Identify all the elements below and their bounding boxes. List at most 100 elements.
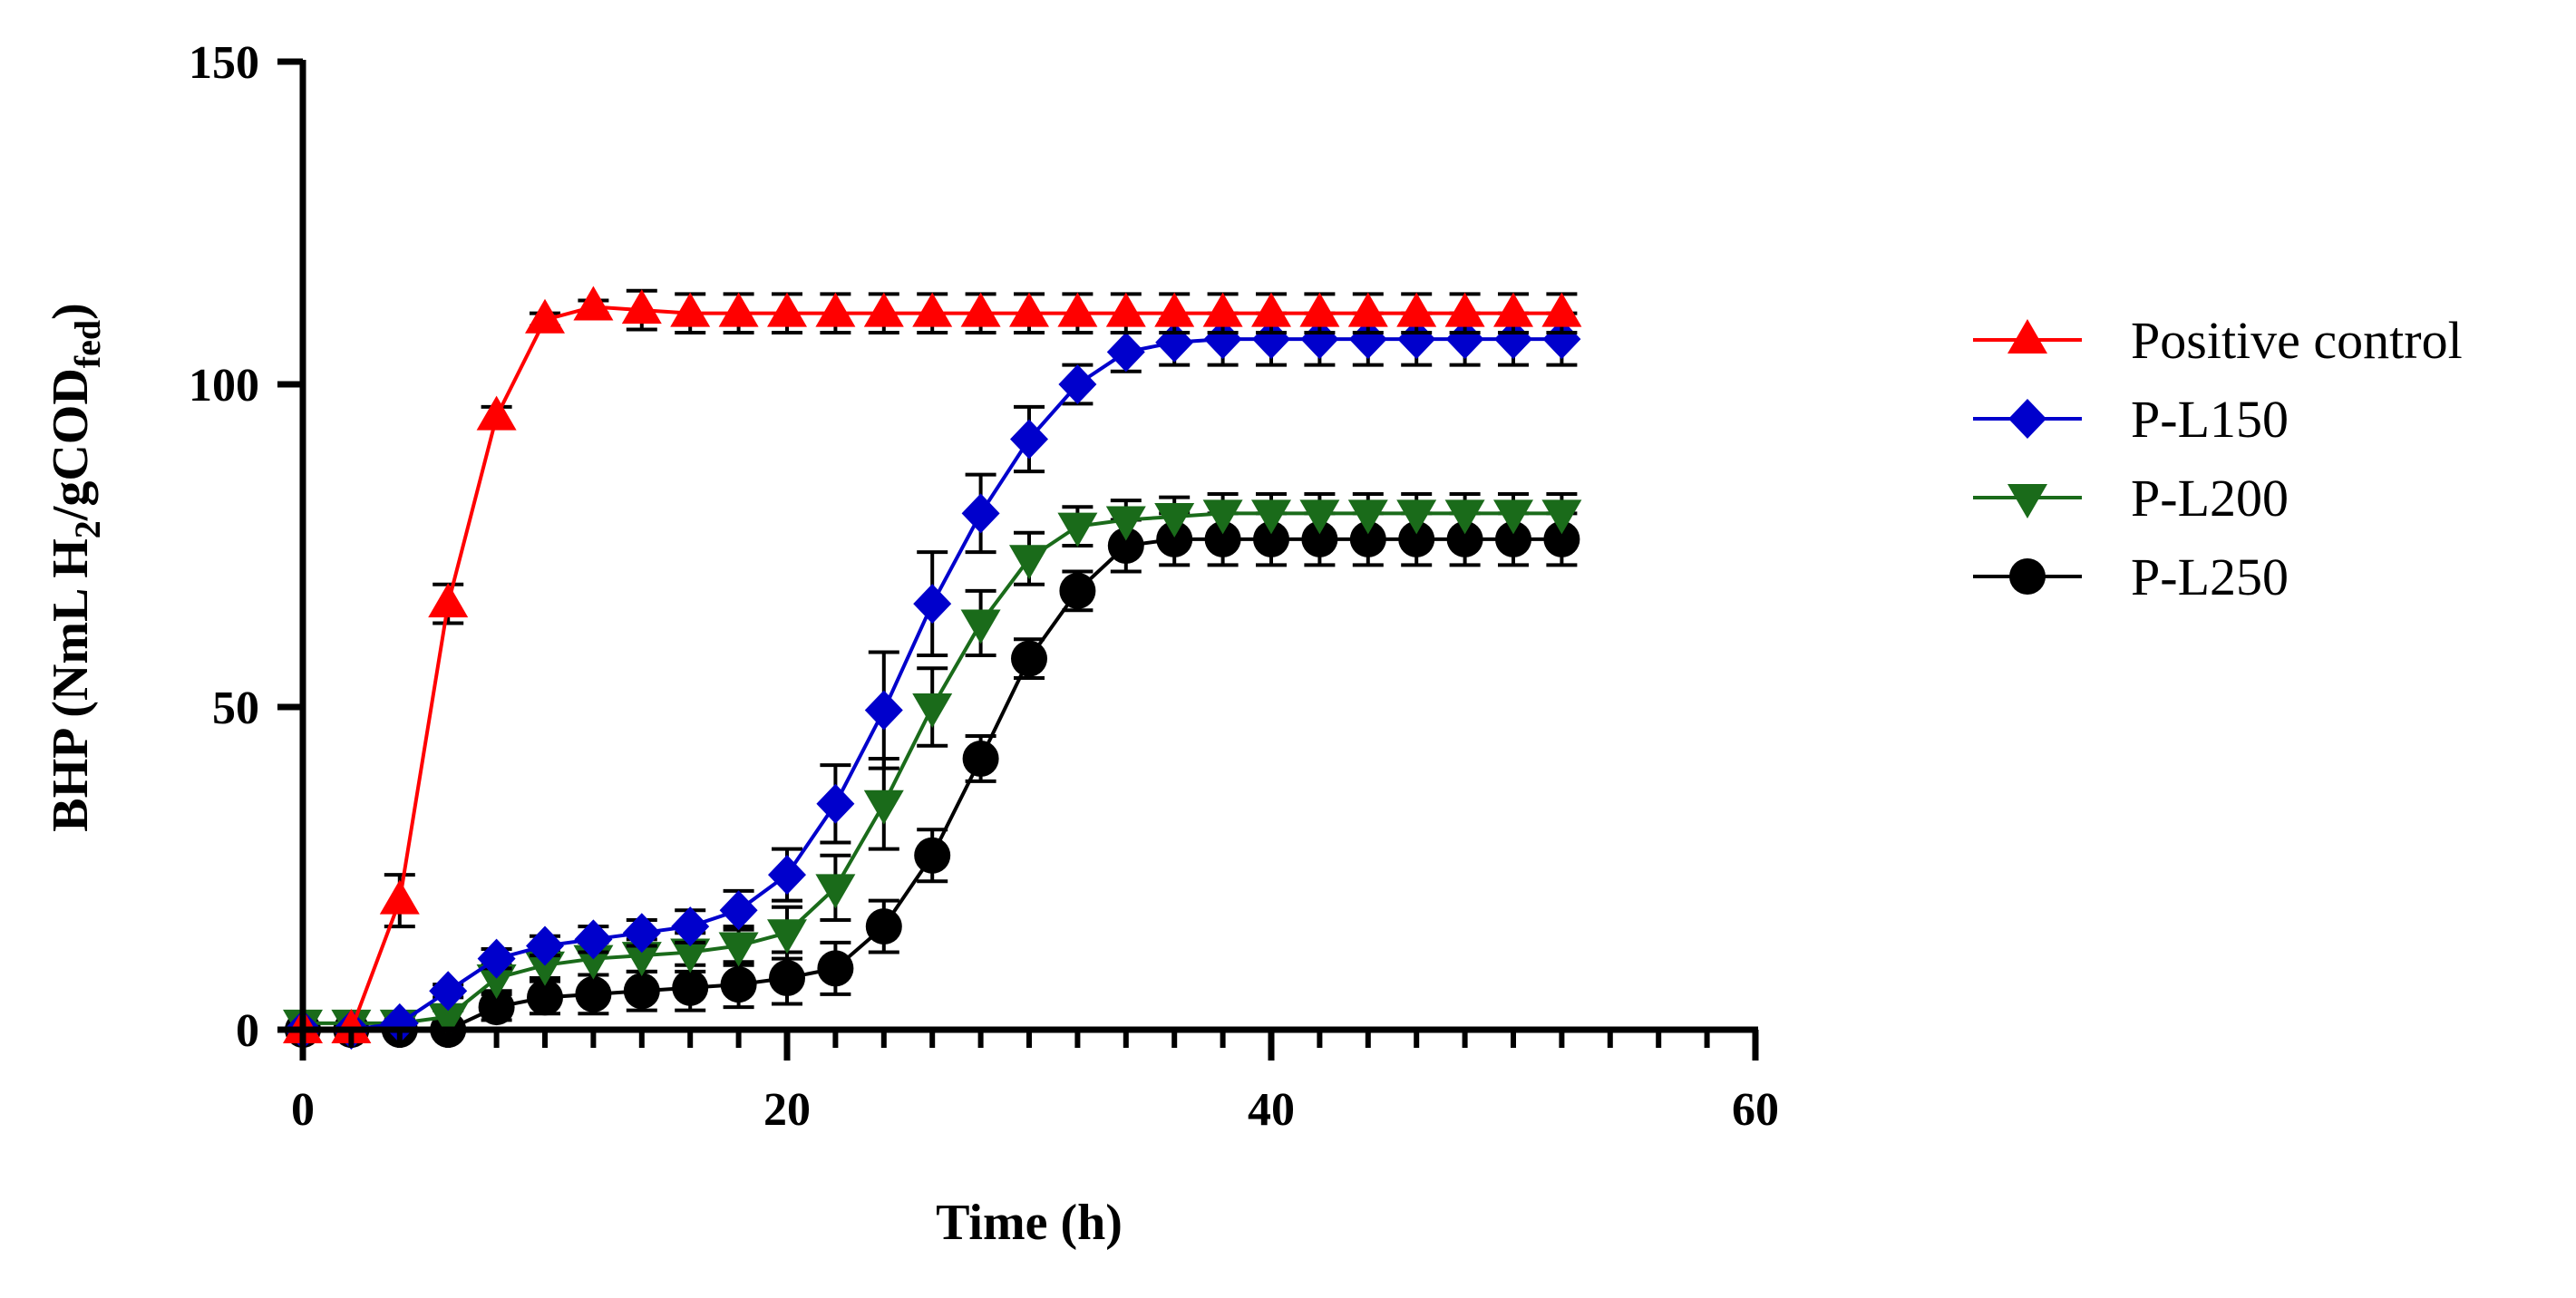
data-point bbox=[331, 1009, 372, 1043]
data-point bbox=[719, 890, 758, 931]
data-point bbox=[380, 1003, 419, 1043]
legend-label: P-L200 bbox=[2131, 469, 2289, 528]
y-axis-title-mid: /gCOD bbox=[43, 368, 99, 521]
data-point bbox=[865, 908, 902, 945]
legend: Positive control P-L150 P-L200 P-L250 bbox=[1973, 311, 2463, 606]
data-point bbox=[525, 298, 565, 334]
y-axis-title-sub2: fed bbox=[67, 320, 108, 368]
data-point bbox=[1493, 292, 1533, 327]
data-point bbox=[623, 973, 660, 1010]
legend-marker bbox=[2008, 399, 2046, 439]
data-point bbox=[476, 395, 517, 431]
data-point bbox=[962, 740, 999, 777]
data-point bbox=[526, 925, 564, 966]
data-point bbox=[815, 292, 856, 327]
data-point bbox=[1106, 332, 1145, 373]
data-point bbox=[429, 971, 468, 1012]
data-point bbox=[621, 289, 662, 324]
x-axis-title: Time (h) bbox=[936, 1195, 1123, 1251]
data-point bbox=[1057, 512, 1098, 547]
data-point bbox=[767, 919, 807, 954]
data-point bbox=[379, 879, 420, 915]
data-point bbox=[1105, 292, 1146, 327]
data-point bbox=[575, 975, 612, 1012]
data-point bbox=[767, 292, 807, 327]
legend-item-p-l200: P-L200 bbox=[1973, 469, 2289, 528]
x-tick-label: 20 bbox=[763, 1084, 811, 1136]
data-point bbox=[573, 286, 614, 321]
axes-layer: 0 50 100 150 0 20 40 60 bbox=[189, 37, 1779, 1136]
data-point bbox=[718, 292, 759, 327]
data-point bbox=[912, 292, 953, 327]
data-point bbox=[1253, 520, 1289, 557]
data-point bbox=[1202, 292, 1243, 327]
data-point bbox=[960, 292, 1001, 327]
data-point bbox=[1396, 499, 1437, 535]
data-point bbox=[1204, 520, 1241, 557]
data-point bbox=[720, 966, 757, 1003]
data-point bbox=[1251, 499, 1291, 535]
x-tick-label: 40 bbox=[1248, 1084, 1295, 1136]
data-point bbox=[1057, 292, 1098, 327]
data-point bbox=[671, 906, 710, 947]
data-point bbox=[428, 1003, 469, 1038]
legend-label: P-L150 bbox=[2131, 390, 2289, 449]
data-point bbox=[1059, 572, 1096, 609]
data-point bbox=[1251, 292, 1291, 327]
data-point bbox=[670, 292, 711, 327]
data-point bbox=[769, 960, 805, 997]
data-point bbox=[863, 789, 904, 825]
y-tick-label: 100 bbox=[189, 360, 259, 412]
data-point bbox=[960, 609, 1001, 644]
y-axis-title-end: ) bbox=[43, 303, 99, 320]
data-point bbox=[914, 837, 951, 874]
data-point bbox=[1107, 528, 1144, 564]
legend-label: P-L250 bbox=[2131, 547, 2289, 606]
data-point bbox=[864, 690, 903, 731]
data-point bbox=[1301, 520, 1338, 557]
series-positive-control bbox=[283, 286, 1582, 1043]
data-point bbox=[718, 932, 759, 967]
data-point bbox=[1445, 319, 1484, 360]
y-axis-title: BHP (NmL H2/gCODfed) bbox=[43, 303, 108, 832]
data-point bbox=[477, 938, 516, 979]
data-point bbox=[1203, 319, 1242, 360]
data-point bbox=[1009, 292, 1049, 327]
y-axis-title-main: BHP (NmL H bbox=[43, 538, 99, 832]
data-point bbox=[1154, 502, 1195, 538]
y-tick-label: 150 bbox=[189, 37, 259, 89]
data-point bbox=[1156, 520, 1193, 557]
data-point bbox=[815, 874, 856, 909]
data-point bbox=[1397, 319, 1436, 360]
data-point bbox=[1252, 319, 1290, 360]
data-point bbox=[1349, 520, 1386, 557]
data-point bbox=[1444, 292, 1485, 327]
data-point bbox=[1010, 419, 1048, 460]
data-point bbox=[816, 783, 855, 824]
data-point bbox=[1396, 292, 1437, 327]
data-point bbox=[1058, 364, 1097, 404]
data-point bbox=[1154, 292, 1195, 327]
x-tick-label: 0 bbox=[291, 1084, 315, 1136]
data-point bbox=[1542, 319, 1581, 360]
legend-label: Positive control bbox=[2131, 311, 2463, 370]
series-layer bbox=[283, 286, 1582, 1050]
data-point bbox=[1541, 499, 1582, 535]
data-point bbox=[1348, 319, 1387, 360]
data-point bbox=[670, 938, 711, 973]
x-tick-label: 60 bbox=[1732, 1084, 1779, 1136]
data-point bbox=[672, 969, 709, 1006]
data-point bbox=[913, 584, 952, 625]
data-point bbox=[1299, 292, 1340, 327]
data-point bbox=[476, 964, 517, 1000]
data-point bbox=[1543, 520, 1580, 557]
y-tick-label: 50 bbox=[212, 683, 259, 734]
data-point bbox=[1446, 520, 1483, 557]
legend-marker bbox=[2007, 484, 2047, 518]
data-point bbox=[428, 583, 469, 618]
data-point bbox=[1347, 499, 1388, 535]
y-axis-title-sub1: 2 bbox=[67, 520, 108, 538]
legend-marker bbox=[2009, 558, 2046, 595]
data-point bbox=[1202, 499, 1243, 535]
